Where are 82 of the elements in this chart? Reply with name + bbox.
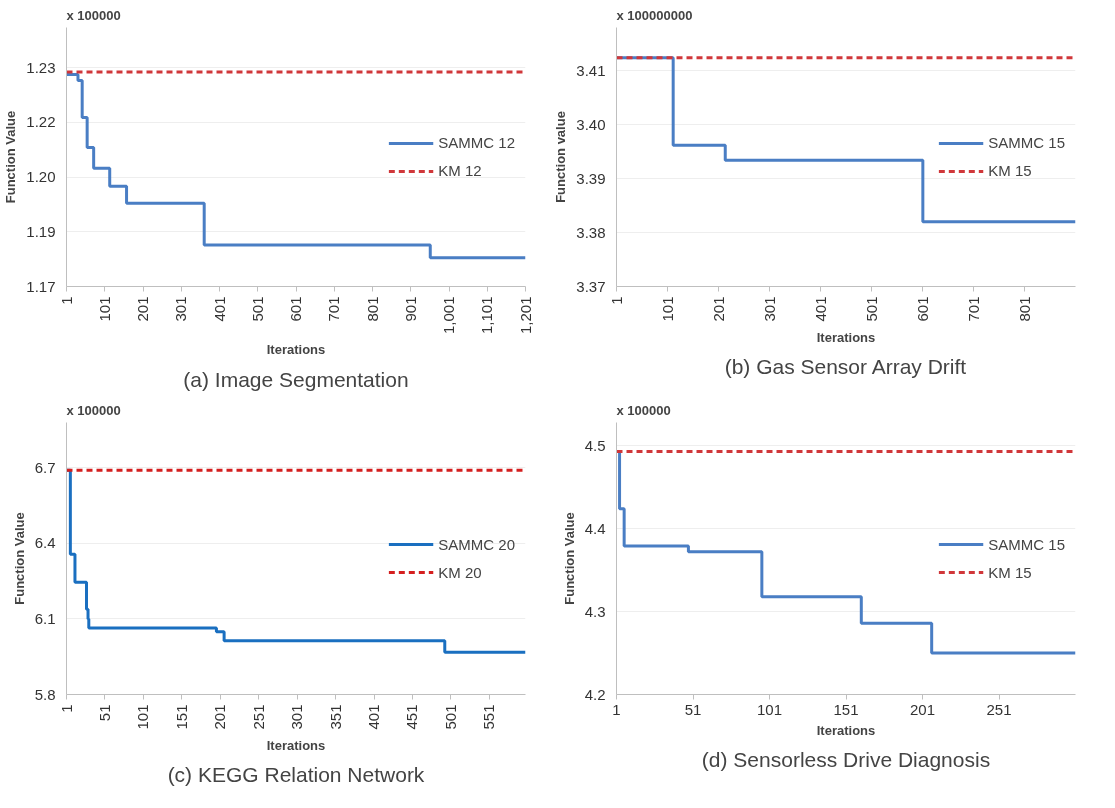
y-tick-label: 3.37 <box>576 277 606 295</box>
y-tick-label: 6.1 <box>34 609 56 627</box>
x-tick-label: 901 <box>401 296 419 322</box>
y-tick-label: 1.20 <box>26 168 56 186</box>
x-tick-label: 251 <box>986 700 1012 718</box>
x-tick-label: 1,201 <box>516 296 534 335</box>
x-tick-label: 801 <box>1015 296 1033 322</box>
x-axis-title: Iterations <box>816 329 876 345</box>
x-tick-label: 701 <box>964 296 982 322</box>
y-tick-label: 4.3 <box>584 602 606 620</box>
text: x 100000 <box>66 402 121 418</box>
x-tick-label: 201 <box>909 700 936 718</box>
y-tick-label: 1.17 <box>26 277 56 295</box>
x-tick-label: 101 <box>658 296 676 322</box>
x-tick-label: 351 <box>326 704 344 730</box>
x-axis-title: Iterations <box>266 737 326 753</box>
x-tick-label: 151 <box>833 700 859 718</box>
x-tick-label: 301 <box>760 296 778 322</box>
x-tick-label: 401 <box>210 296 228 322</box>
x-tick-label: 551 <box>480 704 498 730</box>
text: (a) Image Segmentation <box>183 367 409 391</box>
y-tick-label: 4.2 <box>584 685 606 703</box>
y-tick-label: 3.41 <box>576 61 606 79</box>
x-tick-label: 1 <box>57 296 75 305</box>
y-tick-label: 5.8 <box>34 685 56 703</box>
x-axis-title: Iterations <box>266 342 326 358</box>
text: (b) Gas Sensor Array Drift <box>724 354 967 378</box>
legend-label: SAMMC 12 <box>438 134 515 151</box>
y-tick-label: 4.5 <box>584 436 606 454</box>
y-tick-label: 1.23 <box>26 58 56 76</box>
text: x 100000 <box>616 402 671 418</box>
y-axis-title: Function Value <box>561 512 577 605</box>
y-tick-label: 6.7 <box>34 458 56 476</box>
x-tick-label: 201 <box>709 296 727 322</box>
x-tick-label: 1 <box>607 296 625 305</box>
legend-label: KM 15 <box>988 162 1032 179</box>
x-tick-label: 101 <box>134 704 152 730</box>
x-tick-label: 1,101 <box>478 296 496 335</box>
x-tick-label: 701 <box>325 296 343 322</box>
x-tick-label: 1 <box>612 700 621 718</box>
y-tick-label: 3.38 <box>576 223 606 241</box>
x-tick-label: 201 <box>211 704 229 730</box>
y-tick-label: 6.4 <box>34 534 56 552</box>
text: x 100000 <box>66 7 121 23</box>
x-tick-label: 401 <box>811 296 829 322</box>
text: (c) KEGG Relation Network <box>167 762 425 786</box>
x-tick-label: 1,001 <box>440 296 457 335</box>
x-tick-label: 501 <box>441 704 459 730</box>
y-tick-label: 1.22 <box>26 113 56 131</box>
legend-label: KM 20 <box>438 563 482 581</box>
x-tick-label: 151 <box>172 704 190 730</box>
x-tick-label: 501 <box>248 296 266 322</box>
legend-label: KM 15 <box>988 563 1032 581</box>
legend-label: SAMMC 15 <box>988 535 1065 553</box>
y-axis-title: Function value <box>553 111 569 203</box>
x-tick-label: 201 <box>134 296 151 322</box>
x-tick-label: 451 <box>403 704 421 730</box>
x-tick-label: 801 <box>363 296 381 322</box>
x-tick-label: 601 <box>913 296 931 322</box>
y-axis-title: Function Value <box>3 110 19 204</box>
text: (d) Sensorless Drive Diagnosis <box>701 747 991 771</box>
y-tick-label: 3.40 <box>576 115 606 133</box>
x-tick-label: 251 <box>249 704 267 730</box>
x-tick-label: 601 <box>287 296 304 322</box>
x-tick-label: 401 <box>365 704 383 730</box>
x-tick-label: 51 <box>684 700 702 718</box>
x-axis-title: Iterations <box>816 722 876 738</box>
x-tick-label: 301 <box>288 704 306 730</box>
x-tick-label: 101 <box>95 296 113 322</box>
y-tick-label: 4.4 <box>584 519 606 537</box>
y-axis-title: Function Value <box>11 512 27 605</box>
legend-label: SAMMC 20 <box>438 535 515 553</box>
legend-label: KM 12 <box>438 162 482 179</box>
x-tick-label: 101 <box>756 700 783 718</box>
text: x 100000000 <box>616 7 693 23</box>
x-tick-label: 501 <box>862 296 880 322</box>
y-tick-label: 1.19 <box>26 222 56 240</box>
x-tick-label: 301 <box>172 296 190 322</box>
x-tick-label: 1 <box>57 704 75 713</box>
y-tick-label: 3.39 <box>576 169 606 187</box>
x-tick-label: 51 <box>95 704 113 722</box>
legend-label: SAMMC 15 <box>988 134 1065 151</box>
